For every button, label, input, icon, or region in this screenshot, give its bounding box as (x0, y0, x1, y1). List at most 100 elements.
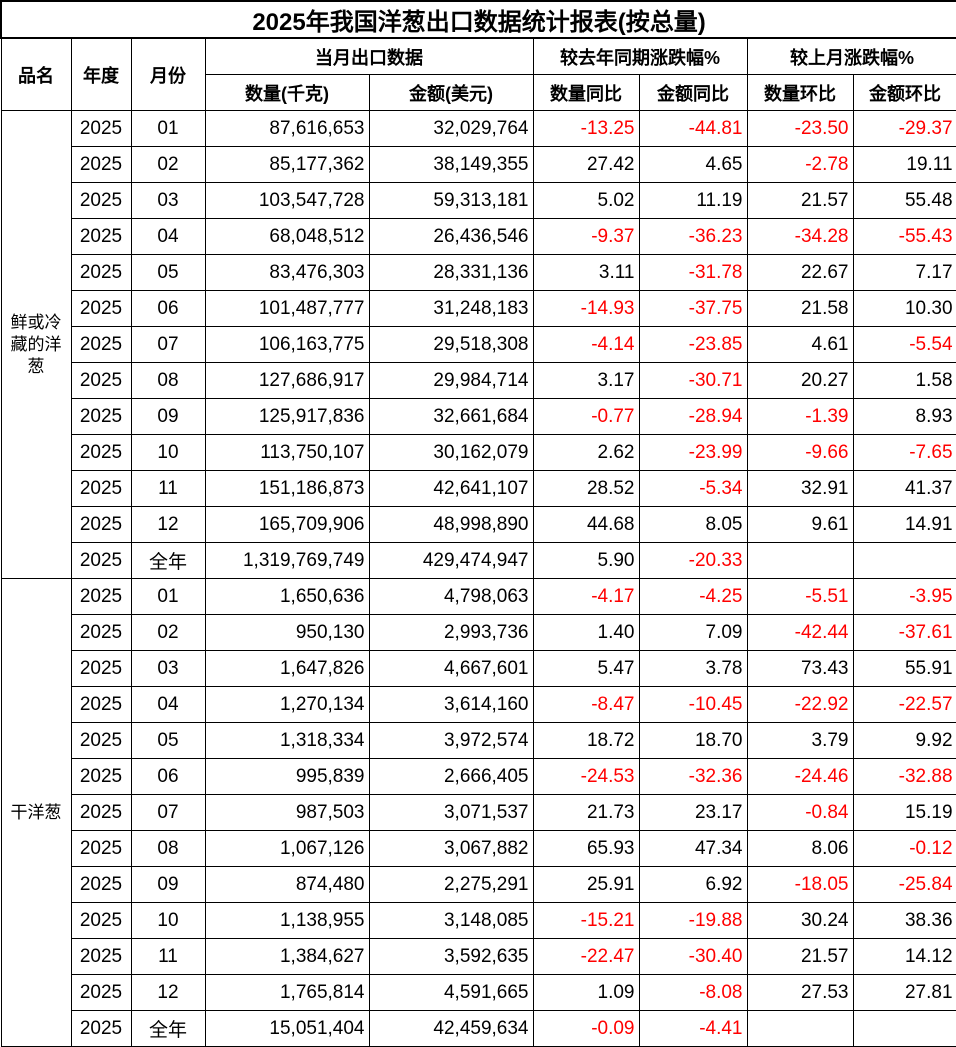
cell-qty-yoy: 1.09 (532, 974, 640, 1011)
cell-month: 01 (130, 110, 206, 147)
cell-amount: 3,614,160 (368, 686, 534, 723)
cell-month: 08 (130, 830, 206, 867)
table-row: 2025 10 1,138,955 3,148,085 -15.21 -19.88 30.2… (1, 902, 956, 939)
cell-qty-mom: -9.66 (746, 434, 854, 471)
cell-amt-mom: 8.93 (852, 398, 956, 435)
cell-year: 2025 (70, 902, 132, 939)
table-row: 2025 02 950,130 2,993,736 1.40 7.09 -42.44 -37.… (1, 614, 956, 651)
cell-year: 2025 (70, 722, 132, 759)
cell-amount: 3,067,882 (368, 830, 534, 867)
cell-amt-mom: 41.37 (852, 470, 956, 507)
cell-quantity: 995,839 (204, 758, 370, 795)
product-name: 鲜或冷藏的洋葱 (0, 110, 72, 579)
cell-amt-yoy: 47.34 (638, 830, 748, 867)
cell-quantity: 1,138,955 (204, 902, 370, 939)
cell-quantity: 125,917,836 (204, 398, 370, 435)
header-amount: 金额(美元) (368, 74, 534, 111)
cell-qty-yoy: 44.68 (532, 506, 640, 543)
cell-quantity: 1,384,627 (204, 938, 370, 975)
cell-amount: 4,798,063 (368, 578, 534, 615)
cell-qty-yoy: 3.11 (532, 254, 640, 291)
header-product: 品名 (0, 37, 72, 111)
cell-amt-mom: 55.91 (852, 650, 956, 687)
cell-month: 03 (130, 650, 206, 687)
cell-amount: 3,071,537 (368, 794, 534, 831)
cell-month: 06 (130, 758, 206, 795)
cell-year: 2025 (70, 470, 132, 507)
cell-qty-mom: 3.79 (746, 722, 854, 759)
table-body: 鲜或冷藏的洋葱 2025 01 87,616,653 32,029,764 -13.25-… (0, 110, 956, 1047)
cell-amt-mom: -29.37 (852, 110, 956, 147)
cell-year: 2025 (70, 146, 132, 183)
cell-qty-yoy: -24.53 (532, 758, 640, 795)
cell-amount: 4,667,601 (368, 650, 534, 687)
cell-amount: 3,592,635 (368, 938, 534, 975)
cell-amt-mom: 38.36 (852, 902, 956, 939)
cell-qty-yoy: 28.52 (532, 470, 640, 507)
table-row: 2025 全年 15,051,404 42,459,634 -0.09 -4.41 (1, 1010, 956, 1047)
cell-amt-mom: 9.92 (852, 722, 956, 759)
cell-qty-mom: -1.39 (746, 398, 854, 435)
cell-month: 05 (130, 722, 206, 759)
cell-quantity: 127,686,917 (204, 362, 370, 399)
cell-year: 2025 (70, 290, 132, 327)
cell-qty-yoy: 21.73 (532, 794, 640, 831)
cell-amt-mom: -37.61 (852, 614, 956, 651)
cell-amt-yoy: 6.92 (638, 866, 748, 903)
table-row: 2025 12 1,765,814 4,591,665 1.09 -8.08 27.53 27… (1, 974, 956, 1011)
cell-quantity: 950,130 (204, 614, 370, 651)
cell-amt-mom: 1.58 (852, 362, 956, 399)
cell-year: 2025 (70, 254, 132, 291)
cell-year: 2025 (70, 218, 132, 255)
cell-quantity: 1,647,826 (204, 650, 370, 687)
table-row: 2025 06 995,839 2,666,405 -24.53 -32.36 -24.46… (1, 758, 956, 795)
cell-amt-yoy: 3.78 (638, 650, 748, 687)
cell-month: 01 (130, 578, 206, 615)
cell-quantity: 1,270,134 (204, 686, 370, 723)
product-name: 干洋葱 (0, 578, 72, 1047)
cell-qty-yoy: 3.17 (532, 362, 640, 399)
table-row: 2025 12 165,709,906 48,998,890 44.68 8.05 9.61… (1, 506, 956, 543)
cell-amt-yoy: -36.23 (638, 218, 748, 255)
cell-amt-mom: 19.11 (852, 146, 956, 183)
cell-qty-yoy: -4.14 (532, 326, 640, 363)
cell-month: 02 (130, 146, 206, 183)
table-row: 2025 09 874,480 2,275,291 25.91 6.92 -18.05 -25… (1, 866, 956, 903)
cell-amt-yoy: -4.41 (638, 1010, 748, 1047)
cell-qty-yoy: 5.90 (532, 542, 640, 579)
cell-month: 07 (130, 326, 206, 363)
cell-amount: 26,436,546 (368, 218, 534, 255)
cell-quantity: 987,503 (204, 794, 370, 831)
cell-qty-yoy: -13.25 (532, 110, 640, 147)
cell-amount: 429,474,947 (368, 542, 534, 579)
cell-qty-yoy: -4.17 (532, 578, 640, 615)
cell-amt-yoy: -4.25 (638, 578, 748, 615)
table-title: 2025年我国洋葱出口数据统计报表(按总量) (0, 0, 956, 39)
cell-amount: 42,641,107 (368, 470, 534, 507)
cell-month: 全年 (130, 1010, 206, 1047)
cell-amt-mom: 10.30 (852, 290, 956, 327)
header-monthly-export: 当月出口数据 (204, 37, 534, 75)
cell-amount: 42,459,634 (368, 1010, 534, 1047)
cell-amt-yoy: -28.94 (638, 398, 748, 435)
table-row: 2025 04 68,048,512 26,436,546 -9.37 -36.23 -34… (1, 218, 956, 255)
table-row: 2025 全年 1,319,769,749 429,474,947 5.90 -20.33 (1, 542, 956, 579)
table-row: 2025 06 101,487,777 31,248,183 -14.93 -37.75 2… (1, 290, 956, 327)
cell-month: 12 (130, 506, 206, 543)
cell-qty-yoy: -22.47 (532, 938, 640, 975)
header-mom: 较上月涨跌幅% (746, 37, 956, 75)
table-row: 2025 07 106,163,775 29,518,308 -4.14 -23.85 4.… (1, 326, 956, 363)
cell-qty-mom: 22.67 (746, 254, 854, 291)
cell-year: 2025 (70, 614, 132, 651)
cell-quantity: 101,487,777 (204, 290, 370, 327)
cell-amount: 29,518,308 (368, 326, 534, 363)
cell-qty-yoy: 65.93 (532, 830, 640, 867)
cell-year: 2025 (70, 398, 132, 435)
cell-qty-mom: 9.61 (746, 506, 854, 543)
cell-month: 10 (130, 434, 206, 471)
table-row: 2025 05 83,476,303 28,331,136 3.11 -31.78 22.6… (1, 254, 956, 291)
cell-qty-mom: 21.58 (746, 290, 854, 327)
cell-amt-mom: 14.91 (852, 506, 956, 543)
cell-month: 03 (130, 182, 206, 219)
header-qty-mom: 数量环比 (746, 74, 854, 111)
